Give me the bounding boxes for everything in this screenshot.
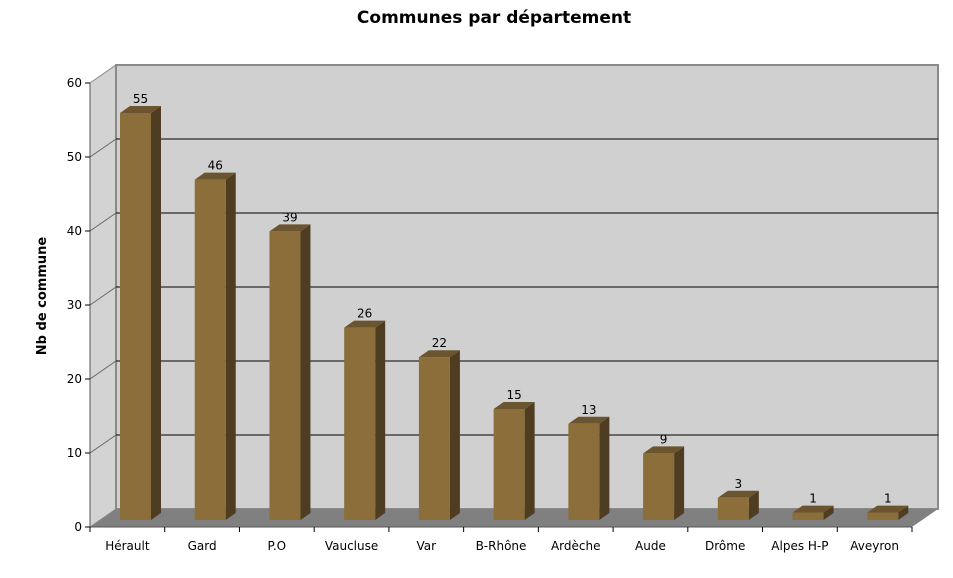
grid-line-side [89,434,117,454]
x-category-label: Drôme [705,539,745,553]
bar-side [898,505,909,520]
bar-side [524,402,535,520]
grid-line-side [89,212,117,232]
x-category-label: Hérault [105,539,150,553]
bar [344,320,386,520]
bar [120,106,161,520]
grid-line-side [89,286,117,306]
bar-value-label: 26 [357,307,372,321]
grid-line-side [89,360,117,380]
bar-side [599,416,610,520]
bar-side [375,320,386,520]
x-category-label: Aveyron [850,539,899,553]
bar-side [823,505,834,520]
bar-front [568,423,600,520]
bar-front [493,409,525,520]
y-tick-label: 50 [67,150,82,164]
y-axis-label: Nb de commune [35,237,50,356]
bar-value-label: 3 [734,477,742,491]
y-tick-label: 10 [67,446,82,460]
bar-top [194,172,236,180]
bar-top [867,505,909,513]
x-category-label: Aude [635,539,666,553]
bar-value-label: 39 [282,210,297,224]
bar-value-label: 1 [884,492,892,506]
bar-front [344,327,376,520]
value-labels: 55 46 39 26 22 15 13 9 3 1 1 [133,92,892,506]
x-category-label: B-Rhône [476,539,527,553]
bar [643,446,685,520]
bar-front [269,231,301,520]
y-tick-label: 60 [67,76,82,90]
x-category-label: Var [416,539,436,553]
grid-lines [89,138,938,454]
y-tick-label: 0 [74,520,82,534]
bar-side [748,490,759,520]
bar-top [120,106,161,113]
y-axis-ticks: 0 10 20 30 40 50 60 [67,76,90,534]
y-tick-label: 40 [67,224,82,238]
bar [792,505,834,520]
bar-top [344,320,386,328]
bars [120,106,909,520]
bar-side [151,106,161,520]
bar-front [643,453,675,520]
x-category-label: Alpes H-P [771,539,828,553]
x-axis-labels: Hérault Gard P.O Vaucluse Var B-Rhône Ardèche A… [89,527,913,553]
bar [194,172,236,520]
bar-top [643,446,685,454]
bar-top [269,224,311,232]
bar-front [194,179,226,520]
x-category-label: Gard [188,539,217,553]
bar-value-label: 1 [809,492,817,506]
bar [493,402,535,520]
bar-front [867,512,899,520]
bar-value-label: 22 [432,336,447,350]
bar-top [418,350,460,358]
x-category-label: P.O [267,539,286,553]
bar-value-label: 55 [133,92,148,106]
bar-value-label: 46 [208,159,223,173]
bar [568,416,610,520]
bar-top [792,505,834,513]
bar-side [225,172,236,520]
bar-side [674,446,685,520]
bar-value-label: 13 [581,403,596,417]
bar-value-label: 15 [506,388,521,402]
bar-front [418,357,450,520]
bar [418,350,460,520]
bar-front [120,113,151,520]
x-category-label: Vaucluse [325,539,378,553]
grid-line-side [89,138,117,158]
y-tick-label: 30 [67,298,82,312]
bar-value-label: 9 [660,432,668,446]
bar [269,224,311,520]
bar-front [717,497,749,520]
bar-top [568,416,610,424]
y-tick-label: 20 [67,372,82,386]
bar-side [300,224,311,520]
bar-front [792,512,824,520]
chart-title: Communes par département [357,8,631,28]
bar-side [449,350,460,520]
bar-top [493,402,535,409]
bar [717,490,759,520]
bar-top [717,490,759,498]
bar [867,505,909,520]
x-category-label: Ardèche [551,539,601,553]
